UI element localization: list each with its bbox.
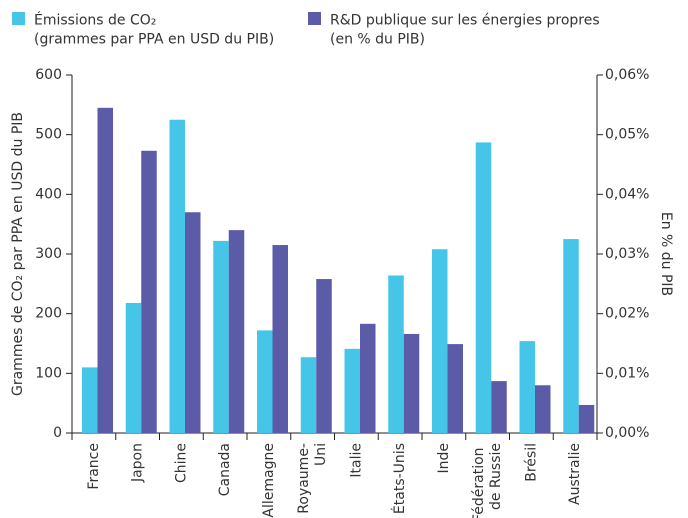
x-tick-label: Royaume-Uni — [296, 443, 329, 514]
y2-tick-label: 0,00% — [605, 425, 649, 441]
y-tick-label: 100 — [35, 365, 62, 381]
bar — [388, 275, 404, 433]
bar — [563, 239, 579, 433]
bar — [228, 230, 245, 433]
y-tick-label: 400 — [35, 186, 62, 202]
y2-tick-label: 0,05% — [605, 127, 649, 143]
bar — [432, 249, 448, 433]
x-tick-label: Australie — [567, 443, 583, 505]
bar — [141, 150, 157, 433]
bar — [535, 385, 551, 433]
y-tick-label: 200 — [35, 306, 62, 322]
y2-tick-label: 0,02% — [605, 306, 649, 322]
bar — [578, 404, 595, 433]
x-tick-label: Allemagne — [261, 443, 277, 518]
legend-swatch — [308, 12, 321, 25]
bar — [344, 348, 360, 433]
bar — [272, 245, 288, 433]
bar — [447, 344, 463, 433]
y-axis-label: Grammes de CO₂ par PPA en USD du PIB — [10, 112, 26, 396]
x-tick-label: Chine — [173, 443, 189, 483]
y2-tick-label: 0,03% — [605, 246, 649, 262]
y-tick-label: 300 — [35, 246, 62, 262]
y-tick-label: 0 — [53, 425, 62, 441]
legend-swatch — [12, 12, 25, 25]
bar — [360, 323, 376, 433]
bar — [82, 367, 98, 433]
y2-tick-label: 0,01% — [605, 365, 649, 381]
y2-tick-label: 0,04% — [605, 186, 649, 202]
bar — [257, 330, 273, 433]
y2-axis-label: En % du PIB — [658, 212, 674, 296]
x-tick-label: Japon — [130, 443, 146, 483]
bar — [316, 279, 332, 433]
bar — [403, 333, 420, 433]
y2-tick-label: 0,06% — [605, 67, 649, 83]
x-tick-label: Italie — [348, 443, 364, 478]
x-tick-label: Inde — [436, 443, 452, 474]
bar — [213, 240, 229, 433]
bar — [97, 107, 113, 434]
x-tick-label: France — [86, 443, 102, 490]
bar — [169, 119, 185, 433]
y-tick-label: 600 — [35, 67, 62, 83]
bar — [125, 302, 142, 433]
bar — [300, 357, 317, 433]
bar — [491, 381, 507, 433]
bar — [519, 341, 535, 433]
x-tick-label: Brésil — [523, 443, 539, 482]
y-tick-label: 500 — [35, 127, 62, 143]
legend-label: Émissions de CO₂ (grammes par PPA en USD… — [34, 12, 274, 48]
x-tick-label: États-Unis — [391, 443, 408, 514]
legend-label: R&D publique sur les énergies propres (e… — [330, 13, 604, 48]
x-tick-label: Fédération de Russie — [471, 443, 504, 518]
bar — [185, 212, 201, 433]
x-tick-label: Canada — [217, 443, 233, 496]
bar — [475, 142, 492, 433]
